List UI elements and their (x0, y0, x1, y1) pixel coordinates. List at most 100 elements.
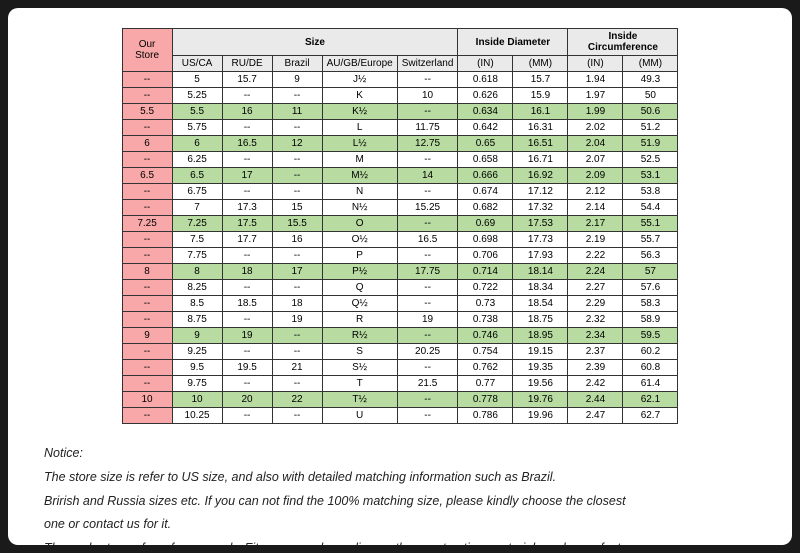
table-cell: -- (272, 120, 322, 136)
table-cell: -- (397, 104, 458, 120)
col-diam-mm: (MM) (513, 56, 568, 72)
table-cell: 0.73 (458, 296, 513, 312)
table-cell: 2.44 (568, 392, 623, 408)
table-cell: 17.7 (222, 232, 272, 248)
table-cell: -- (122, 88, 172, 104)
table-cell: 15.25 (397, 200, 458, 216)
table-cell: -- (222, 120, 272, 136)
group-size: Size (172, 29, 458, 56)
table-cell: 6.25 (172, 152, 222, 168)
notice-block: Notice: The store size is refer to US si… (38, 442, 762, 545)
table-cell: 0.722 (458, 280, 513, 296)
table-cell: S½ (322, 360, 397, 376)
table-cell: 19 (222, 328, 272, 344)
table-cell: -- (272, 344, 322, 360)
table-cell: L (322, 120, 397, 136)
table-cell: 15.7 (222, 72, 272, 88)
table-row: --5.75----L11.750.64216.312.0251.2 (122, 120, 678, 136)
table-cell: 5.25 (172, 88, 222, 104)
table-cell: 8.25 (172, 280, 222, 296)
table-cell: O½ (322, 232, 397, 248)
col-au-gb-eu: AU/GB/Europe (322, 56, 397, 72)
table-cell: -- (272, 168, 322, 184)
table-cell: 0.746 (458, 328, 513, 344)
table-cell: 14 (397, 168, 458, 184)
table-cell: -- (122, 72, 172, 88)
table-cell: 9.25 (172, 344, 222, 360)
table-cell: 52.5 (623, 152, 678, 168)
table-row: --5.25----K100.62615.91.9750 (122, 88, 678, 104)
table-cell: 2.29 (568, 296, 623, 312)
table-cell: 0.65 (458, 136, 513, 152)
table-cell: R½ (322, 328, 397, 344)
table-cell: -- (122, 184, 172, 200)
table-cell: 2.04 (568, 136, 623, 152)
table-cell: -- (222, 344, 272, 360)
table-cell: -- (272, 328, 322, 344)
table-cell: M½ (322, 168, 397, 184)
table-cell: 17.53 (513, 216, 568, 232)
table-cell: -- (222, 376, 272, 392)
table-cell: 2.19 (568, 232, 623, 248)
table-cell: 15 (272, 200, 322, 216)
table-cell: 9.5 (172, 360, 222, 376)
table-cell: 0.706 (458, 248, 513, 264)
table-cell: 55.7 (623, 232, 678, 248)
table-cell: 16.5 (222, 136, 272, 152)
table-cell: R (322, 312, 397, 328)
table-cell: 18.34 (513, 280, 568, 296)
table-cell: -- (397, 248, 458, 264)
table-cell: 5.5 (172, 104, 222, 120)
notice-line: one or contact us for it. (44, 513, 762, 537)
table-cell: T½ (322, 392, 397, 408)
table-cell: 6 (122, 136, 172, 152)
table-cell: -- (397, 72, 458, 88)
table-cell: 61.4 (623, 376, 678, 392)
table-cell: 6 (172, 136, 222, 152)
table-cell: -- (272, 376, 322, 392)
table-cell: K½ (322, 104, 397, 120)
table-cell: 9 (122, 328, 172, 344)
table-cell: 0.666 (458, 168, 513, 184)
table-cell: 17.5 (222, 216, 272, 232)
table-cell: 51.2 (623, 120, 678, 136)
table-cell: 19.5 (222, 360, 272, 376)
table-cell: -- (222, 88, 272, 104)
table-cell: 62.7 (623, 408, 678, 424)
table-cell: 0.626 (458, 88, 513, 104)
table-cell: -- (222, 248, 272, 264)
table-cell: 2.47 (568, 408, 623, 424)
table-cell: 2.07 (568, 152, 623, 168)
table-cell: 7.75 (172, 248, 222, 264)
table-cell: 15.9 (513, 88, 568, 104)
table-row: --9.519.521S½--0.76219.352.3960.8 (122, 360, 678, 376)
page-container: Our Store Size Inside Diameter Inside Ci… (8, 8, 792, 545)
table-cell: 2.34 (568, 328, 623, 344)
table-row: 6616.512L½12.750.6516.512.0451.9 (122, 136, 678, 152)
table-cell: -- (122, 120, 172, 136)
table-body: --515.79J½--0.61815.71.9449.3--5.25----K… (122, 72, 678, 424)
table-cell: 1.97 (568, 88, 623, 104)
table-cell: -- (122, 232, 172, 248)
table-cell: 17 (272, 264, 322, 280)
table-cell: 7 (172, 200, 222, 216)
table-cell: 0.762 (458, 360, 513, 376)
group-inside-diameter: Inside Diameter (458, 29, 568, 56)
col-circ-mm: (MM) (623, 56, 678, 72)
table-cell: 15.7 (513, 72, 568, 88)
table-cell: -- (222, 408, 272, 424)
header-row-sub: US/CA RU/DE Brazil AU/GB/Europe Switzerl… (122, 56, 678, 72)
table-cell: -- (122, 344, 172, 360)
table-cell: 6.5 (122, 168, 172, 184)
table-cell: 18.5 (222, 296, 272, 312)
table-cell: 9.75 (172, 376, 222, 392)
table-cell: 2.42 (568, 376, 623, 392)
table-cell: 8 (122, 264, 172, 280)
table-cell: -- (272, 88, 322, 104)
table-cell: 2.32 (568, 312, 623, 328)
table-cell: N½ (322, 200, 397, 216)
table-row: --6.75----N--0.67417.122.1253.8 (122, 184, 678, 200)
table-cell: 7.25 (172, 216, 222, 232)
table-cell: -- (397, 392, 458, 408)
table-cell: 16.1 (513, 104, 568, 120)
